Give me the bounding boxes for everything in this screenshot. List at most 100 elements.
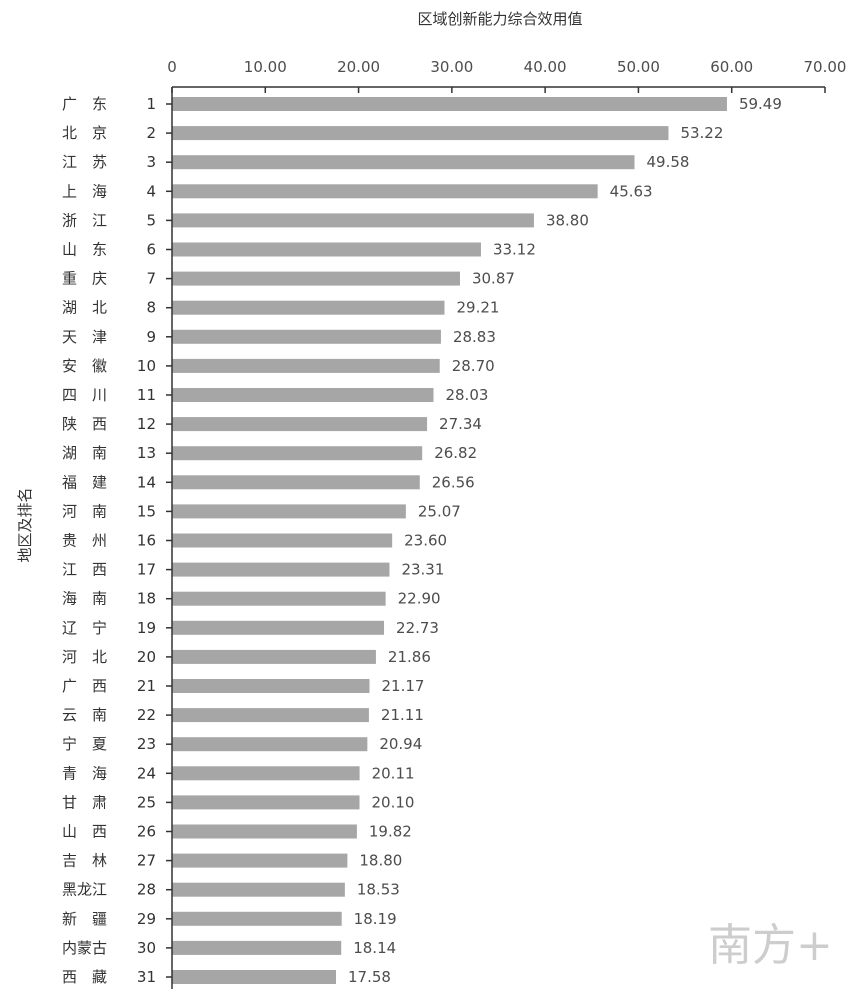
y-tick-label-rank: 8: [146, 299, 156, 317]
data-label: 18.14: [353, 939, 396, 957]
bar: [172, 300, 445, 315]
data-label: 18.19: [354, 910, 397, 928]
x-tick-label: 70.00: [804, 58, 847, 76]
bar: [172, 620, 385, 635]
y-tick-label-region: 山 东: [62, 241, 107, 259]
y-tick-label-rank: 19: [137, 619, 156, 637]
y-tick-label-region: 福 建: [62, 473, 107, 491]
bar: [172, 766, 360, 781]
x-axis-title: 区域创新能力综合效用值: [417, 10, 582, 28]
y-tick-label-rank: 1: [146, 95, 156, 113]
data-label: 25.07: [418, 502, 461, 520]
y-tick-label-rank: 31: [137, 968, 156, 986]
x-tick-label: 20.00: [337, 58, 380, 76]
x-tick-label: 50.00: [617, 58, 660, 76]
y-tick-label-region: 河 南: [62, 502, 107, 520]
y-tick-label-rank: 24: [137, 764, 156, 782]
x-axis: 0 10.00 20.00 30.00 40.00 50.00 60.00 70.00: [167, 58, 846, 93]
data-label: 38.80: [546, 211, 589, 229]
data-label: 20.94: [379, 735, 422, 753]
y-tick-label-region: 四 川: [62, 386, 107, 404]
bar: [172, 97, 727, 111]
data-label: 29.21: [456, 299, 499, 317]
y-tick-label-region: 海 南: [62, 590, 107, 608]
y-tick-label-rank: 17: [137, 561, 156, 579]
data-label: 33.12: [493, 241, 536, 259]
y-tick-label-rank: 25: [137, 793, 156, 811]
y-tick-label-region: 重 庆: [62, 270, 107, 288]
y-tick-label-rank: 2: [146, 124, 156, 142]
y-tick-label-region: 西 藏: [62, 968, 107, 986]
y-tick-label-region: 新 疆: [62, 910, 107, 928]
y-tick-label-rank: 15: [137, 502, 156, 520]
y-tick-label-rank: 18: [137, 590, 156, 608]
y-tick-label-rank: 23: [137, 735, 156, 753]
x-tick-label: 60.00: [710, 58, 753, 76]
bar: [172, 155, 635, 170]
data-label: 53.22: [680, 124, 723, 142]
y-tick-label-region: 辽 宁: [62, 619, 107, 637]
bar: [172, 795, 360, 810]
bar: [172, 737, 368, 752]
bar: [172, 591, 386, 606]
y-tick-label-rank: 22: [137, 706, 156, 724]
bar: [172, 126, 669, 141]
data-label: 20.11: [372, 764, 415, 782]
y-tick-label-rank: 6: [146, 241, 156, 259]
data-label: 23.60: [404, 532, 447, 550]
bar: [172, 184, 598, 199]
data-label: 17.58: [348, 968, 391, 986]
bar: [172, 970, 336, 984]
y-tick-label-rank: 30: [137, 939, 156, 957]
y-tick-label-rank: 3: [146, 153, 156, 171]
y-tick-label-rank: 27: [137, 852, 156, 870]
bar: [172, 882, 345, 897]
data-label: 30.87: [472, 270, 515, 288]
y-tick-label-region: 安 徽: [62, 357, 107, 375]
y-tick-label-region: 河 北: [62, 648, 107, 666]
bar: [172, 388, 434, 402]
x-tick-label: 30.00: [430, 58, 473, 76]
row-labels-group: 广 东 1 北 京 2 江 苏 3 上 海 4 浙 江 5 山 东 6 重 庆 7 湖 北 8 天 津 9 安 徽 1…: [62, 95, 172, 986]
data-label: 59.49: [739, 95, 782, 113]
y-tick-label-rank: 11: [137, 386, 156, 404]
y-tick-label-region: 北 京: [62, 124, 107, 142]
y-tick-label-rank: 28: [137, 881, 156, 899]
y-tick-label-region: 湖 北: [62, 299, 107, 317]
y-tick-label-region: 内蒙古: [62, 939, 107, 957]
y-tick-label-region: 云 南: [62, 706, 107, 724]
bar: [172, 679, 370, 693]
bar: [172, 329, 441, 344]
data-label: 26.82: [434, 444, 477, 462]
y-tick-label-rank: 29: [137, 910, 156, 928]
bar: [172, 562, 390, 577]
y-axis-title: 地区及排名: [16, 487, 34, 562]
bar: [172, 708, 369, 723]
y-tick-label-region: 黑龙江: [62, 881, 107, 899]
data-label: 21.86: [388, 648, 431, 666]
y-tick-label-rank: 13: [137, 444, 156, 462]
y-tick-label-region: 吉 林: [62, 852, 107, 870]
y-tick-label-rank: 21: [137, 677, 156, 695]
data-label: 26.56: [432, 473, 475, 491]
y-tick-label-region: 广 西: [62, 677, 107, 695]
bar: [172, 358, 440, 373]
bars-group: [172, 97, 727, 984]
data-label: 21.11: [381, 706, 424, 724]
data-label: 45.63: [610, 182, 653, 200]
data-label: 49.58: [647, 153, 690, 171]
data-label: 18.53: [357, 881, 400, 899]
data-label: 28.83: [453, 328, 496, 346]
value-labels-group: 59.49 53.22 49.58 45.63 38.80 33.12 30.87 29.21…: [348, 95, 782, 986]
y-tick-label-region: 上 海: [62, 182, 107, 200]
bar: [172, 533, 393, 548]
bar: [172, 824, 357, 839]
bar: [172, 649, 376, 664]
bar: [172, 475, 420, 490]
bar: [172, 911, 342, 926]
data-label: 28.70: [452, 357, 495, 375]
y-tick-label-region: 浙 江: [62, 211, 107, 229]
data-label: 23.31: [401, 561, 444, 579]
bar: [172, 213, 534, 228]
y-tick-label-rank: 7: [146, 270, 156, 288]
